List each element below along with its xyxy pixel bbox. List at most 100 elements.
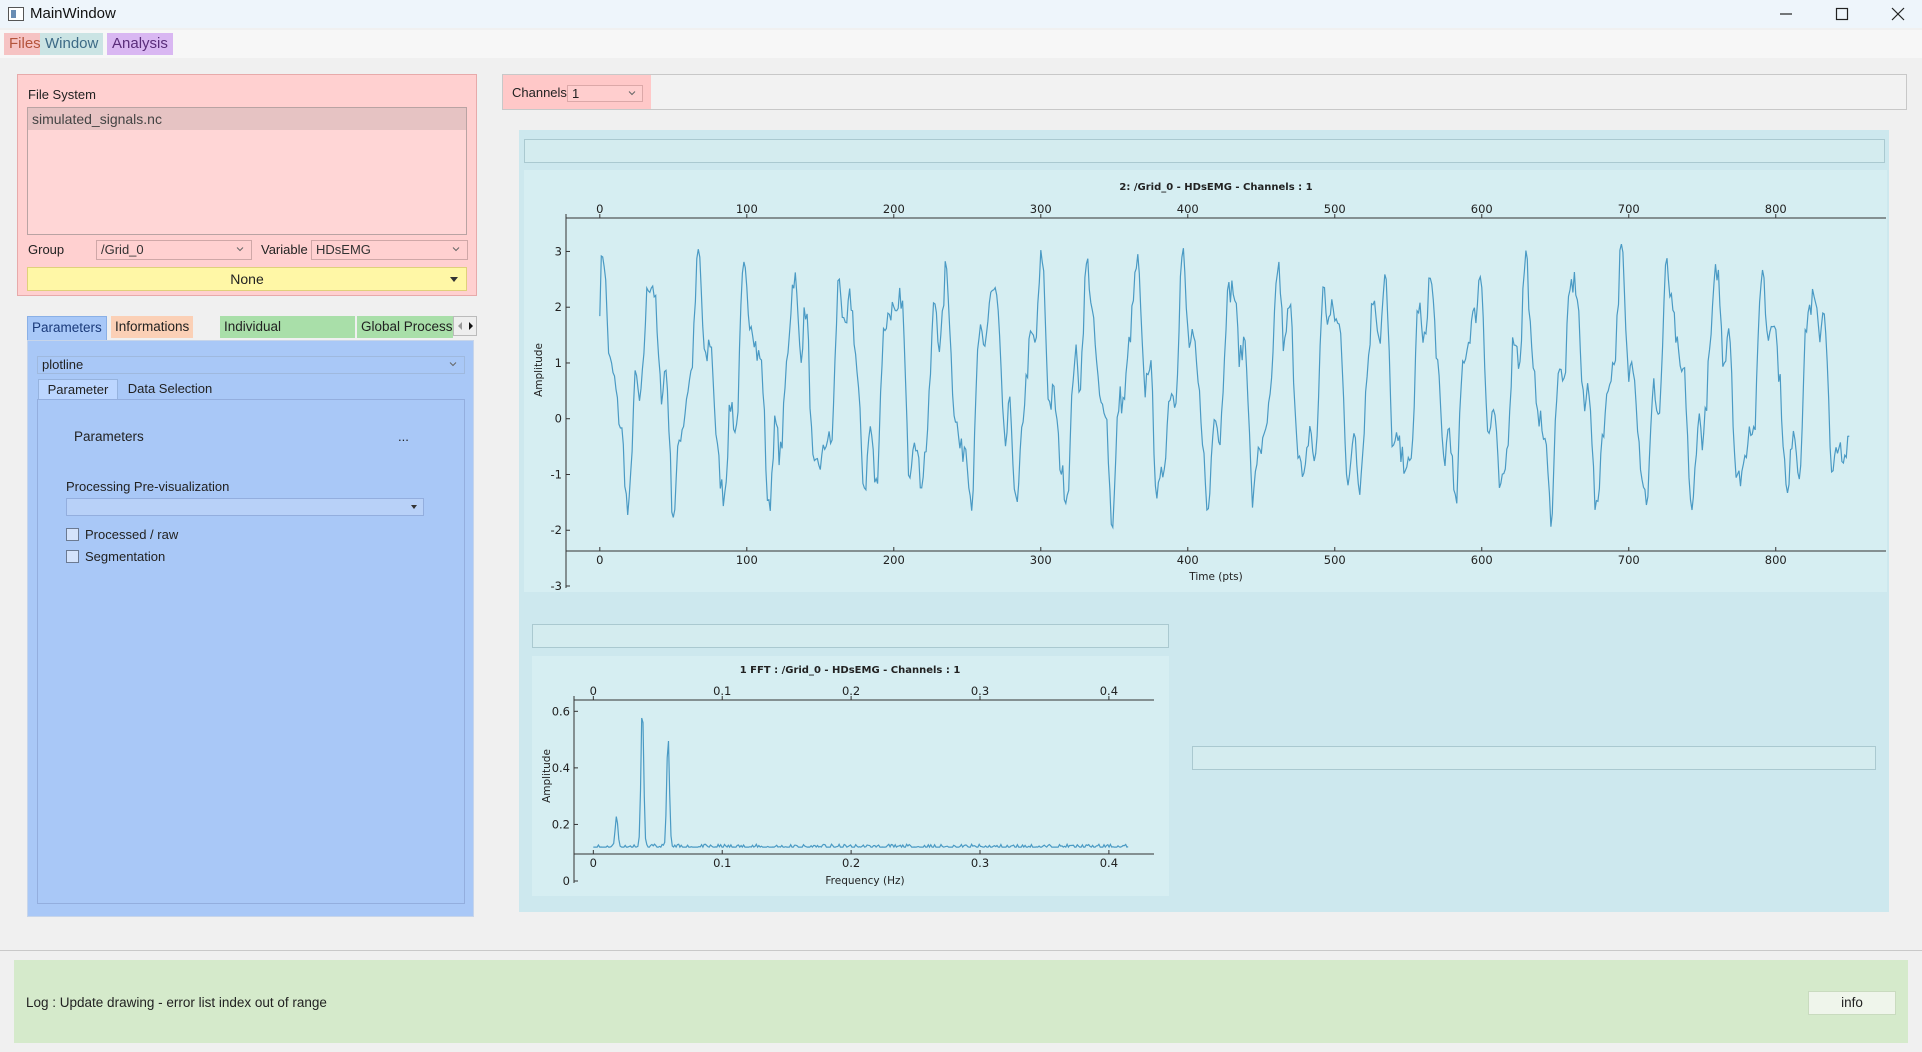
- preprocessing-select[interactable]: [66, 498, 424, 516]
- signal-chart-x-tick-label: 600: [1471, 202, 1493, 216]
- fft-chart-x-tick-label: 0.2: [842, 856, 860, 870]
- selection-dropdown[interactable]: None: [27, 267, 467, 291]
- parameter-subpanel: [37, 399, 465, 904]
- log-message: Log : Update drawing - error list index …: [26, 995, 327, 1010]
- channels-select[interactable]: 1: [567, 85, 643, 102]
- signal-chart-x-tick-label: 300: [1030, 553, 1052, 567]
- window-title: MainWindow: [30, 5, 116, 22]
- signal-chart-x-tick-label: 800: [1765, 553, 1787, 567]
- menu-analysis[interactable]: Analysis: [107, 33, 173, 55]
- fft-chart-y-tick-label: 0.2: [552, 817, 570, 831]
- plot-toolbar-top: [524, 139, 1885, 163]
- selection-dropdown-value: None: [230, 271, 264, 287]
- close-icon: [1891, 7, 1905, 21]
- arrow-left-icon: [457, 322, 462, 330]
- fft-chart-ylabel: Amplitude: [541, 749, 553, 803]
- file-list-item[interactable]: simulated_signals.nc: [28, 108, 466, 130]
- tab-scroll-right-button[interactable]: [465, 317, 476, 335]
- chevron-down-icon: [452, 247, 460, 252]
- plot-toolbar-right: [1192, 746, 1876, 770]
- signal-chart-x-tick-label: 100: [736, 553, 758, 567]
- more-options-button[interactable]: ...: [398, 429, 409, 444]
- signal-series-line: [599, 243, 1850, 530]
- signal-chart-x-tick-label: 0: [596, 553, 603, 567]
- channels-value: 1: [572, 86, 580, 101]
- fft-chart-y-tick-label: 0.6: [552, 704, 570, 718]
- menu-files[interactable]: Files: [4, 33, 46, 55]
- menu-bar: Files Window Analysis: [0, 30, 1922, 58]
- minimize-icon: [1780, 13, 1792, 15]
- signal-plot[interactable]: 2: /Grid_0 - HDsEMG - Channels : 1 Time …: [524, 170, 1887, 593]
- signal-chart-xlabel: Time (pts): [1188, 571, 1242, 583]
- segmentation-checkbox-row[interactable]: Segmentation: [66, 547, 165, 565]
- tab-scroll-buttons: [453, 316, 477, 336]
- signal-chart-y-tick-label: 0: [555, 412, 562, 426]
- segmentation-label: Segmentation: [85, 548, 166, 564]
- fft-chart-y-tick-label: 0.4: [552, 761, 570, 775]
- signal-chart-y-tick-label: -2: [551, 523, 562, 537]
- title-bar: MainWindow: [0, 0, 1922, 28]
- fft-chart-x-tick-label: 0.1: [713, 856, 731, 870]
- group-select[interactable]: /Grid_0: [96, 240, 252, 260]
- variable-select[interactable]: HDsEMG: [311, 240, 468, 260]
- chevron-down-icon: [628, 91, 636, 96]
- chevron-down-icon: [236, 247, 244, 252]
- menu-window[interactable]: Window: [40, 33, 104, 55]
- log-divider: [0, 950, 1922, 951]
- variable-label: Variable: [261, 242, 308, 257]
- tab-parameters[interactable]: Parameters: [27, 316, 107, 340]
- signal-chart-x-tick-label: 400: [1177, 553, 1199, 567]
- file-system-panel: File System simulated_signals.nc Group /…: [17, 74, 477, 296]
- subtab-parameter[interactable]: Parameter: [38, 379, 118, 399]
- fft-chart-xlabel: Frequency (Hz): [825, 875, 904, 887]
- app-icon: [8, 7, 24, 21]
- segmentation-checkbox[interactable]: [66, 549, 79, 563]
- parameters-panel: plotline Parameter Data Selection Parame…: [27, 340, 474, 917]
- fft-series-line: [593, 717, 1129, 849]
- fft-plot[interactable]: 1 FFT : /Grid_0 - HDsEMG - Channels : 1 …: [532, 656, 1169, 896]
- fft-chart-x-tick-label: 0.3: [971, 684, 989, 698]
- fft-chart-x-tick-label: 0.3: [971, 856, 989, 870]
- maximize-button[interactable]: [1814, 0, 1870, 28]
- fft-chart-x-tick-label: 0.4: [1100, 856, 1118, 870]
- signal-chart-y-tick-label: -1: [551, 467, 562, 481]
- signal-chart[interactable]: 2: /Grid_0 - HDsEMG - Channels : 1 Time …: [524, 170, 1887, 593]
- tab-individual-processing[interactable]: Individual Processing: [220, 316, 355, 356]
- signal-chart-x-tick-label: 700: [1618, 202, 1640, 216]
- fft-chart-title: 1 FFT : /Grid_0 - HDsEMG - Channels : 1: [740, 665, 961, 676]
- group-label: Group: [28, 242, 65, 257]
- close-button[interactable]: [1870, 0, 1922, 28]
- dropdown-arrow-icon: [411, 505, 417, 509]
- signal-chart-x-tick-label: 500: [1324, 553, 1346, 567]
- info-button[interactable]: info: [1808, 991, 1896, 1015]
- variable-select-value: HDsEMG: [316, 242, 371, 257]
- minimize-button[interactable]: [1758, 0, 1814, 28]
- processed-raw-checkbox[interactable]: [66, 527, 79, 541]
- signal-chart-x-tick-label: 700: [1618, 553, 1640, 567]
- channels-toolbar: Channels 1: [502, 74, 1907, 110]
- signal-chart-y-tick-label: 1: [555, 356, 562, 370]
- arrow-right-icon: [468, 322, 473, 330]
- signal-chart-title: 2: /Grid_0 - HDsEMG - Channels : 1: [1119, 182, 1312, 193]
- channels-box: Channels 1: [503, 75, 651, 109]
- fft-chart[interactable]: 1 FFT : /Grid_0 - HDsEMG - Channels : 1 …: [532, 656, 1169, 896]
- processed-raw-checkbox-row[interactable]: Processed / raw: [66, 525, 178, 543]
- file-system-label: File System: [28, 87, 96, 102]
- signal-chart-x-tick-label: 0: [596, 202, 603, 216]
- signal-chart-y-tick-label: -3: [551, 579, 562, 592]
- file-list[interactable]: simulated_signals.nc: [27, 107, 467, 235]
- preprocessing-label: Processing Pre-visualization: [66, 479, 230, 494]
- tab-informations[interactable]: Informations: [111, 316, 194, 338]
- fft-chart-x-tick-label: 0: [590, 684, 597, 698]
- log-panel: Log : Update drawing - error list index …: [14, 960, 1908, 1043]
- signal-chart-x-tick-label: 300: [1030, 202, 1052, 216]
- signal-chart-ylabel: Amplitude: [533, 343, 545, 397]
- fft-chart-x-tick-label: 0.2: [842, 684, 860, 698]
- tab-scroll-left-button[interactable]: [454, 317, 465, 335]
- plot-toolbar-fft: [532, 624, 1169, 648]
- plot-type-value: plotline: [42, 357, 84, 372]
- plot-type-select[interactable]: plotline: [37, 356, 465, 374]
- signal-chart-y-tick-label: 3: [555, 244, 562, 258]
- subtab-data-selection[interactable]: Data Selection: [127, 381, 213, 396]
- tab-global-processing[interactable]: Global Processing: [357, 316, 453, 338]
